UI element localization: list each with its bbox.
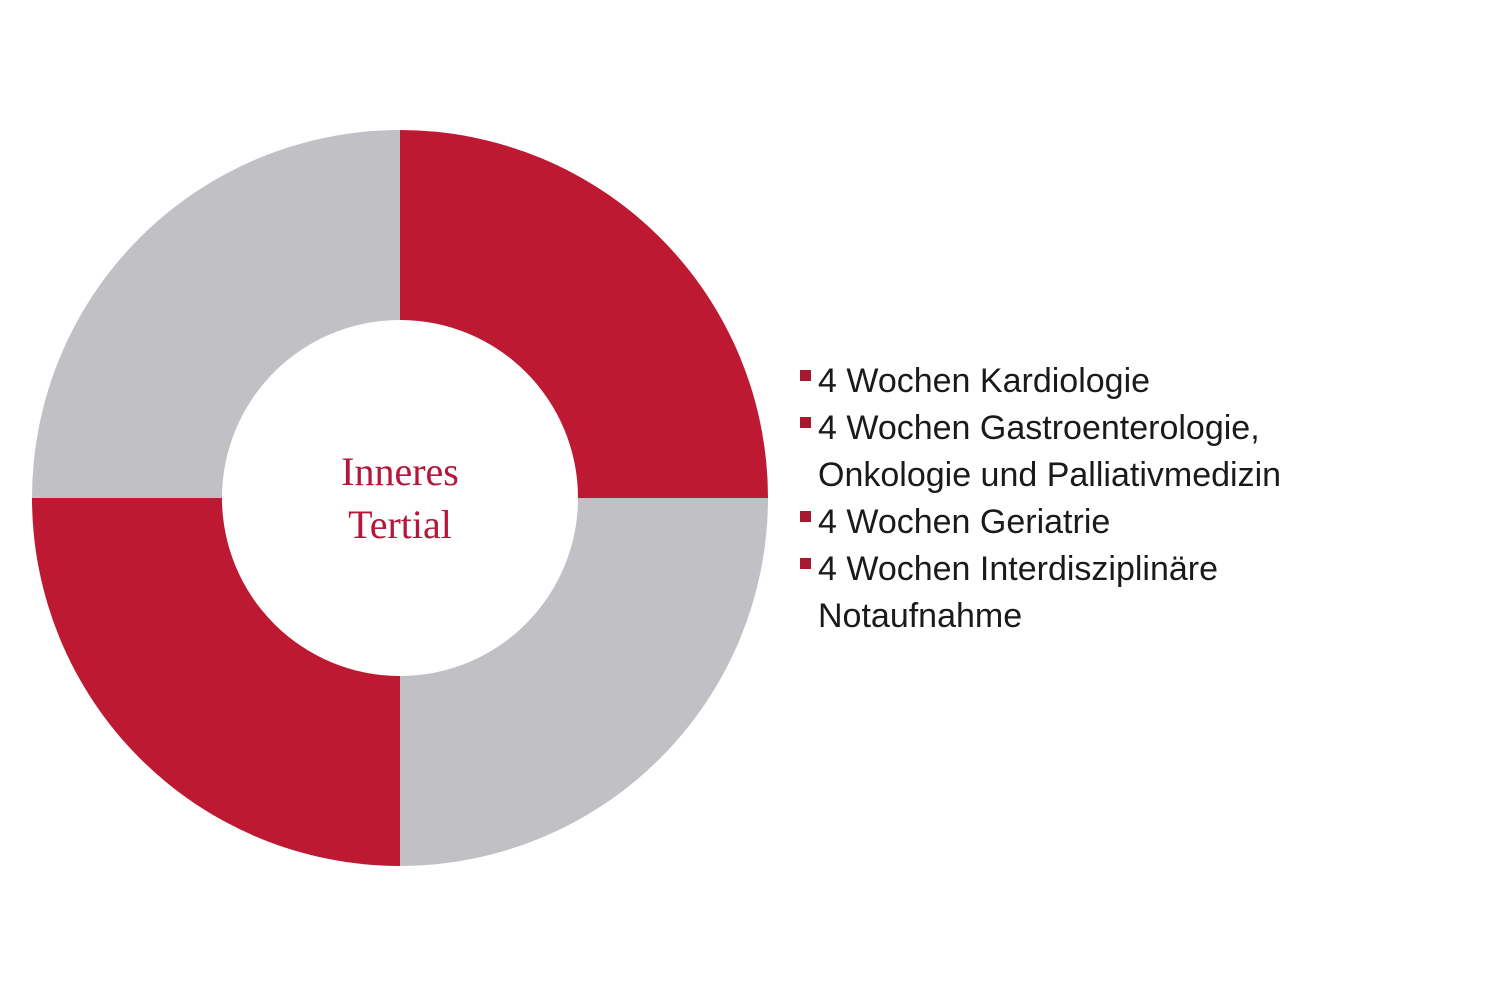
legend-label: 4 Wochen Geriatrie xyxy=(818,503,1111,541)
legend-label: 4 Wochen Gastroenterologie, Onkologie un… xyxy=(818,409,1282,494)
legend-bullet-icon xyxy=(800,417,811,428)
legend-item-geriatrie: 4 Wochen Geriatrie xyxy=(800,499,1325,546)
donut-segment-3 xyxy=(32,498,400,866)
legend-item-notaufnahme: 4 Wochen Interdisziplinäre Notaufnahme xyxy=(800,546,1325,640)
donut-segment-1 xyxy=(400,130,768,498)
legend-label: 4 Wochen Kardiologie xyxy=(818,362,1151,400)
donut-svg xyxy=(32,130,768,866)
legend: 4 Wochen Kardiologie 4 Wochen Gastroente… xyxy=(800,358,1325,640)
donut-segment-2 xyxy=(400,498,768,866)
legend-label: 4 Wochen Interdisziplinäre Notaufnahme xyxy=(818,550,1219,635)
legend-bullet-icon xyxy=(800,370,811,381)
legend-bullet-icon xyxy=(800,558,811,569)
donut-segment-4 xyxy=(32,130,400,498)
legend-item-kardiologie: 4 Wochen Kardiologie xyxy=(800,358,1325,405)
legend-bullet-icon xyxy=(800,511,811,522)
donut-chart: Inneres Tertial xyxy=(32,130,768,866)
legend-item-gastroenterologie: 4 Wochen Gastroenterologie, Onkologie un… xyxy=(800,405,1325,499)
